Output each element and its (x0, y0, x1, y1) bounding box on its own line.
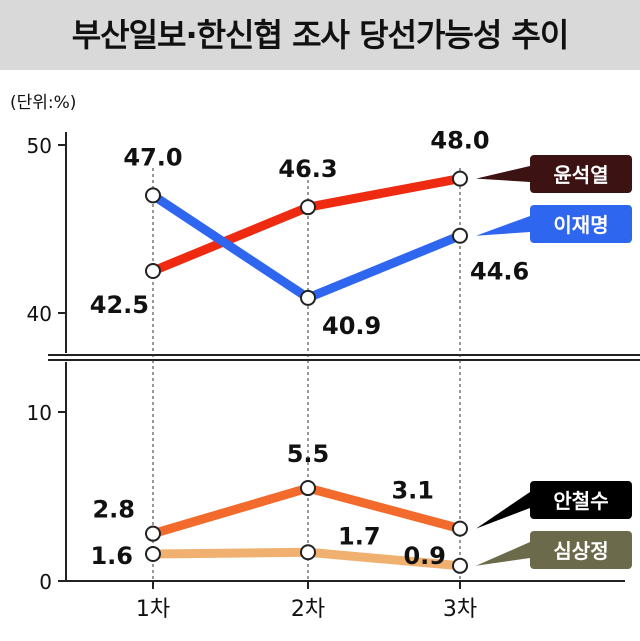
data-point (300, 544, 316, 561)
legend-pointer (476, 216, 530, 236)
data-label: 42.5 (90, 291, 149, 319)
data-point (452, 170, 468, 187)
data-label: 2.8 (92, 496, 135, 524)
data-point (452, 557, 468, 574)
data-point (452, 227, 468, 244)
x-tick-label: 3차 (443, 597, 477, 622)
data-label: 46.3 (278, 155, 337, 183)
data-point (145, 187, 161, 204)
data-label: 47.0 (123, 143, 182, 171)
legend-pointer (476, 166, 530, 182)
data-point (300, 480, 316, 497)
legend-label: 심상정 (553, 539, 608, 563)
data-label: 3.1 (391, 477, 434, 505)
y-tick-label: 10 (27, 401, 52, 425)
legend-pointer (476, 492, 530, 529)
legend-label: 윤석열 (553, 163, 608, 187)
data-point (145, 263, 161, 279)
data-label: 40.9 (322, 312, 381, 340)
legend-box (530, 155, 632, 193)
data-label: 1.7 (338, 522, 381, 550)
legend-box (530, 531, 632, 569)
legend-box (530, 481, 632, 519)
data-label: 0.9 (403, 542, 446, 570)
data-label: 1.6 (90, 542, 133, 570)
legend-label: 이재명 (553, 213, 608, 237)
data-label: 44.6 (470, 258, 529, 286)
legend-pointer (476, 542, 530, 566)
title-bar (0, 0, 640, 70)
data-label: 5.5 (287, 440, 330, 468)
x-tick-label: 2차 (291, 597, 325, 622)
data-point (300, 289, 316, 306)
data-point (452, 520, 468, 537)
chart-title: 부산일보·한신협 조사 당선가능성 추이 (71, 16, 570, 54)
data-point (145, 545, 161, 562)
data-point (145, 525, 161, 542)
y-tick-label: 40 (27, 302, 52, 326)
legend-box (530, 205, 632, 243)
unit-label: (단위:%) (10, 93, 76, 113)
legend-label: 안철수 (553, 489, 608, 513)
data-label: 48.0 (430, 127, 489, 155)
x-tick-label: 1차 (136, 597, 170, 622)
y-tick-label: 50 (27, 134, 52, 158)
data-point (300, 199, 316, 216)
y-tick-label: 0 (39, 570, 52, 594)
